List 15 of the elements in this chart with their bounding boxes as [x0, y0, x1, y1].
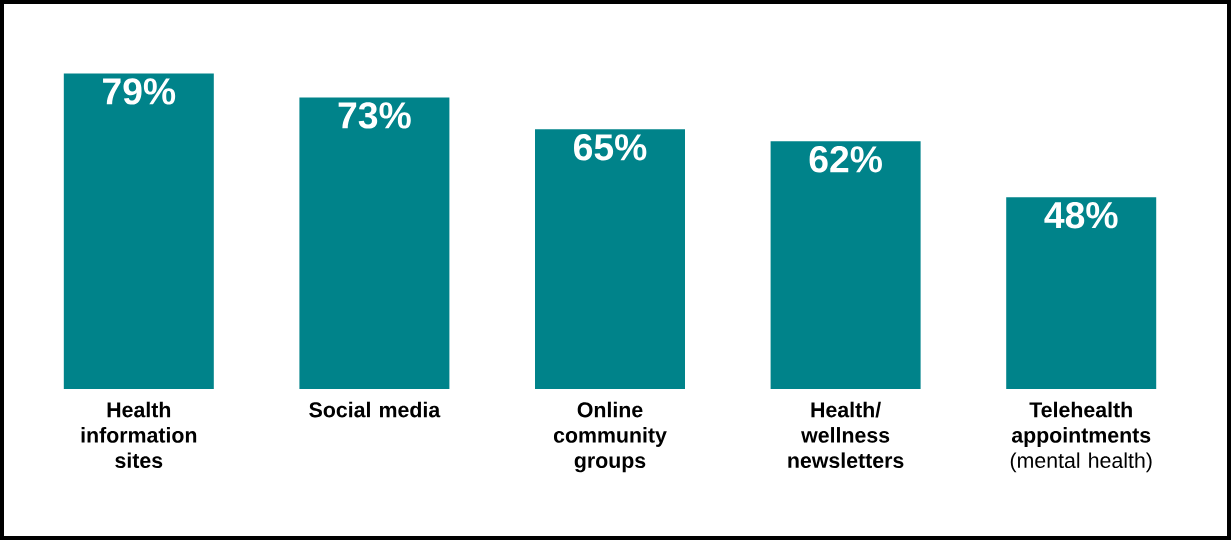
x-tick-label: Online community groups — [553, 401, 667, 473]
bar — [299, 97, 450, 389]
bar — [63, 73, 214, 389]
x-tick-label: Health/ wellness newsletters — [788, 401, 904, 469]
data-label: 65% — [574, 134, 647, 161]
x-tick-label: Telehealth appointments (mental health) — [1010, 401, 1152, 473]
x-tick-label: Health information sites — [81, 401, 197, 469]
data-label: 62% — [809, 146, 882, 173]
bar — [770, 141, 921, 389]
bar — [535, 129, 686, 389]
data-label: 48% — [1044, 201, 1118, 229]
x-tick-label: Social media — [309, 401, 441, 418]
data-label: 79% — [103, 78, 176, 105]
bar — [1006, 197, 1157, 389]
data-label: 73% — [338, 102, 411, 129]
